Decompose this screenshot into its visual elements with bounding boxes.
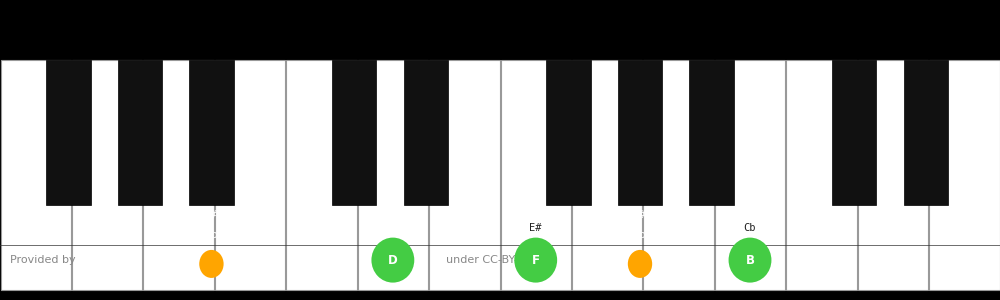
Bar (546, 60, 591, 205)
Bar (643, 60, 714, 290)
Ellipse shape (729, 238, 771, 283)
Text: Cb: Cb (744, 223, 756, 233)
Bar (46, 60, 91, 205)
Bar (689, 60, 734, 205)
Bar (286, 60, 357, 290)
Bar (189, 60, 234, 205)
Bar (118, 60, 162, 205)
Bar (618, 60, 662, 205)
Text: G#: G# (634, 210, 646, 220)
Bar (832, 60, 876, 205)
Text: A#: A# (205, 210, 218, 220)
Bar (215, 60, 285, 290)
Bar (143, 60, 214, 290)
Bar (0, 60, 71, 290)
Text: Ab: Ab (634, 230, 646, 240)
Bar (858, 60, 928, 290)
Bar (572, 60, 642, 290)
Bar (429, 60, 500, 290)
Bar (404, 60, 448, 205)
Text: Bb: Bb (205, 230, 218, 240)
Ellipse shape (628, 250, 652, 278)
Text: under CC-BY-NC-SA: under CC-BY-NC-SA (446, 255, 554, 265)
Bar (501, 60, 571, 290)
Ellipse shape (514, 238, 557, 283)
Text: B: B (746, 254, 755, 267)
Bar (715, 60, 785, 290)
Text: F: F (532, 254, 540, 267)
Text: Provided by: Provided by (10, 255, 76, 265)
Bar (72, 60, 142, 290)
Bar (904, 60, 948, 205)
Bar (358, 60, 428, 290)
Bar (929, 60, 1000, 290)
Bar (332, 60, 376, 205)
Ellipse shape (199, 250, 224, 278)
Ellipse shape (371, 238, 414, 283)
Bar (786, 60, 857, 290)
Text: D: D (388, 254, 398, 267)
Text: E#: E# (529, 223, 542, 233)
